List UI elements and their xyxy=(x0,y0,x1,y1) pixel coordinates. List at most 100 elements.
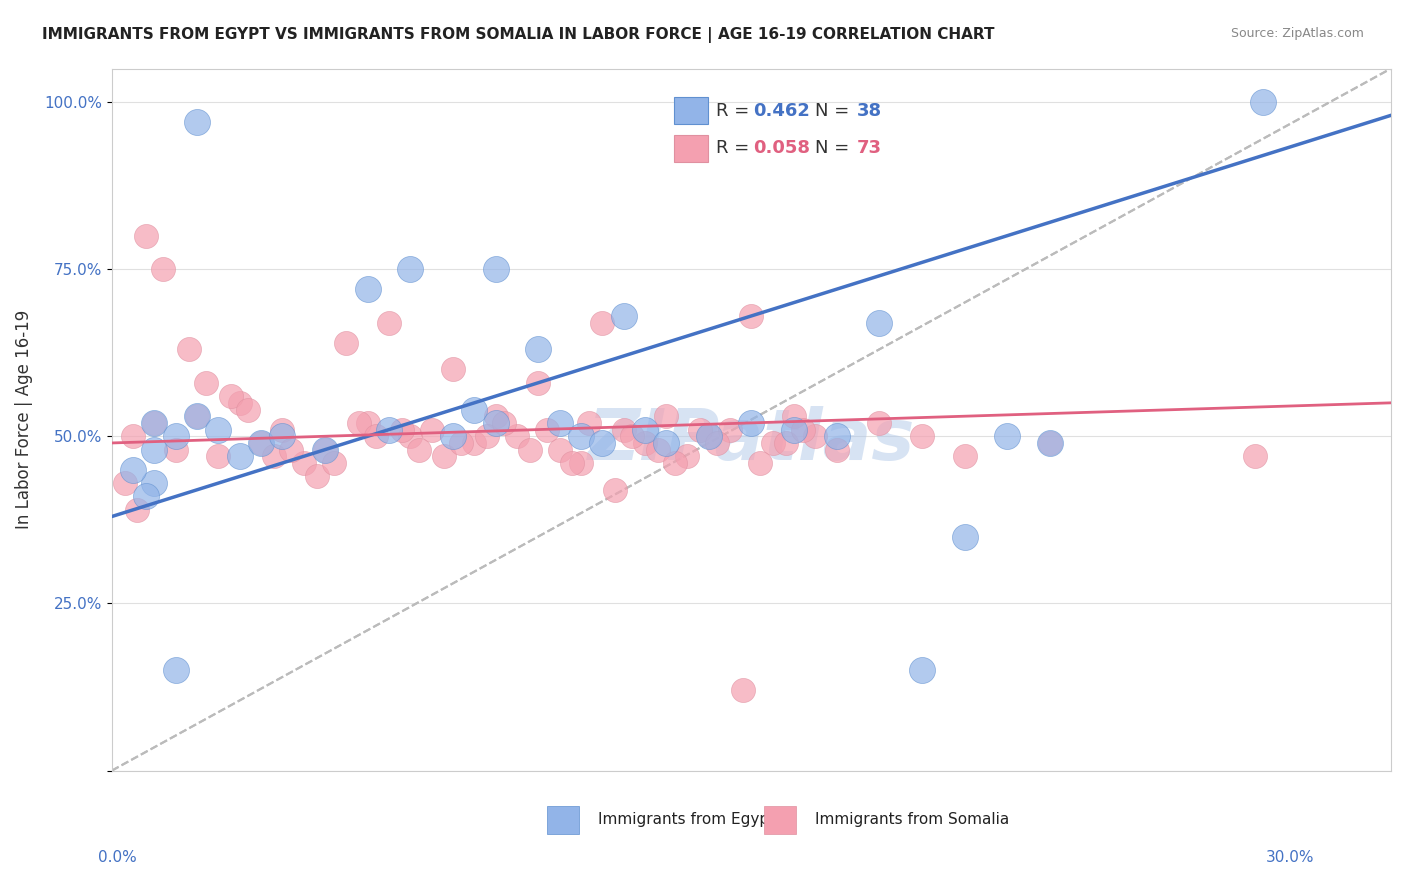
Immigrants from Egypt xyxy=(186,115,208,129)
Immigrants from Egypt xyxy=(314,442,336,457)
Immigrants from Egypt xyxy=(463,402,485,417)
Immigrants from Somalia xyxy=(114,476,136,491)
Immigrants from Somalia xyxy=(689,423,711,437)
Text: 30.0%: 30.0% xyxy=(1267,850,1315,865)
Immigrants from Egypt xyxy=(229,450,252,464)
Immigrants from Somalia xyxy=(494,416,516,430)
Immigrants from Somalia xyxy=(366,429,388,443)
Immigrants from Somalia xyxy=(911,429,934,443)
Immigrants from Egypt xyxy=(143,416,166,430)
Immigrants from Somalia xyxy=(655,409,678,424)
Immigrants from Egypt xyxy=(1251,95,1274,109)
Text: IMMIGRANTS FROM EGYPT VS IMMIGRANTS FROM SOMALIA IN LABOR FORCE | AGE 16-19 CORR: IMMIGRANTS FROM EGYPT VS IMMIGRANTS FROM… xyxy=(42,27,994,43)
Immigrants from Egypt xyxy=(697,429,720,443)
Immigrants from Somalia xyxy=(322,456,344,470)
Immigrants from Somalia xyxy=(591,316,613,330)
Immigrants from Egypt xyxy=(143,476,166,491)
Immigrants from Egypt xyxy=(143,442,166,457)
Immigrants from Egypt xyxy=(655,436,678,450)
Immigrants from Somalia xyxy=(378,316,401,330)
FancyBboxPatch shape xyxy=(765,805,796,834)
Immigrants from Somalia xyxy=(621,429,644,443)
Immigrants from Somalia xyxy=(647,442,669,457)
Immigrants from Somalia xyxy=(165,442,187,457)
FancyBboxPatch shape xyxy=(547,805,579,834)
Immigrants from Somalia xyxy=(122,429,145,443)
Immigrants from Somalia xyxy=(475,429,498,443)
Immigrants from Egypt xyxy=(527,343,550,357)
Immigrants from Somalia xyxy=(612,423,634,437)
Immigrants from Egypt xyxy=(953,530,976,544)
Immigrants from Somalia xyxy=(706,436,728,450)
Immigrants from Egypt xyxy=(250,436,273,450)
Immigrants from Somalia xyxy=(783,409,806,424)
Immigrants from Somalia xyxy=(292,456,315,470)
Immigrants from Somalia xyxy=(229,396,252,410)
Immigrants from Somalia xyxy=(207,450,229,464)
Immigrants from Egypt xyxy=(271,429,294,443)
Immigrants from Somalia xyxy=(219,389,242,403)
Immigrants from Egypt xyxy=(135,490,157,504)
Immigrants from Somalia xyxy=(143,416,166,430)
Immigrants from Egypt xyxy=(783,423,806,437)
Immigrants from Egypt xyxy=(591,436,613,450)
Immigrants from Somalia xyxy=(484,409,506,424)
Immigrants from Somalia xyxy=(135,228,157,243)
Immigrants from Somalia xyxy=(804,429,827,443)
Text: ZIPatlas: ZIPatlas xyxy=(588,406,915,475)
Immigrants from Somalia xyxy=(347,416,370,430)
Immigrants from Egypt xyxy=(995,429,1018,443)
Immigrants from Somalia xyxy=(603,483,626,497)
Immigrants from Somalia xyxy=(271,423,294,437)
Immigrants from Somalia xyxy=(953,450,976,464)
Immigrants from Somalia xyxy=(177,343,200,357)
Immigrants from Somalia xyxy=(569,456,592,470)
Immigrants from Somalia xyxy=(408,442,430,457)
Immigrants from Egypt xyxy=(825,429,848,443)
Immigrants from Egypt xyxy=(165,429,187,443)
Immigrants from Somalia xyxy=(420,423,443,437)
Immigrants from Somalia xyxy=(314,442,336,457)
Immigrants from Egypt xyxy=(441,429,464,443)
Immigrants from Egypt xyxy=(911,663,934,677)
Immigrants from Somalia xyxy=(762,436,785,450)
Immigrants from Egypt xyxy=(612,309,634,323)
Immigrants from Egypt xyxy=(186,409,208,424)
Immigrants from Egypt xyxy=(1039,436,1062,450)
Immigrants from Somalia xyxy=(152,262,174,277)
Immigrants from Somalia xyxy=(238,402,260,417)
Immigrants from Somalia xyxy=(527,376,550,390)
Immigrants from Somalia xyxy=(731,683,754,698)
Immigrants from Somalia xyxy=(718,423,741,437)
Immigrants from Egypt xyxy=(207,423,229,437)
Immigrants from Somalia xyxy=(1039,436,1062,450)
Immigrants from Somalia xyxy=(263,450,285,464)
Immigrants from Somalia xyxy=(356,416,378,430)
Immigrants from Somalia xyxy=(697,429,720,443)
Immigrants from Somalia xyxy=(536,423,558,437)
Immigrants from Somalia xyxy=(186,409,208,424)
Immigrants from Somalia xyxy=(506,429,529,443)
Immigrants from Somalia xyxy=(391,423,413,437)
Immigrants from Somalia xyxy=(441,362,464,376)
Immigrants from Egypt xyxy=(484,262,506,277)
Immigrants from Egypt xyxy=(740,416,762,430)
Immigrants from Egypt xyxy=(548,416,571,430)
Immigrants from Somalia xyxy=(194,376,217,390)
Immigrants from Somalia xyxy=(578,416,600,430)
Immigrants from Egypt xyxy=(868,316,890,330)
Immigrants from Egypt xyxy=(399,262,422,277)
Immigrants from Somalia xyxy=(664,456,686,470)
Immigrants from Somalia xyxy=(825,442,848,457)
Immigrants from Somalia xyxy=(749,456,772,470)
Text: Immigrants from Egypt: Immigrants from Egypt xyxy=(598,813,775,827)
Immigrants from Egypt xyxy=(569,429,592,443)
Immigrants from Somalia xyxy=(775,436,797,450)
Immigrants from Somalia xyxy=(519,442,541,457)
Immigrants from Somalia xyxy=(634,436,657,450)
Text: 0.0%: 0.0% xyxy=(98,850,138,865)
Immigrants from Somalia xyxy=(676,450,699,464)
Immigrants from Somalia xyxy=(335,335,357,350)
Immigrants from Egypt xyxy=(122,463,145,477)
Immigrants from Somalia xyxy=(127,503,149,517)
